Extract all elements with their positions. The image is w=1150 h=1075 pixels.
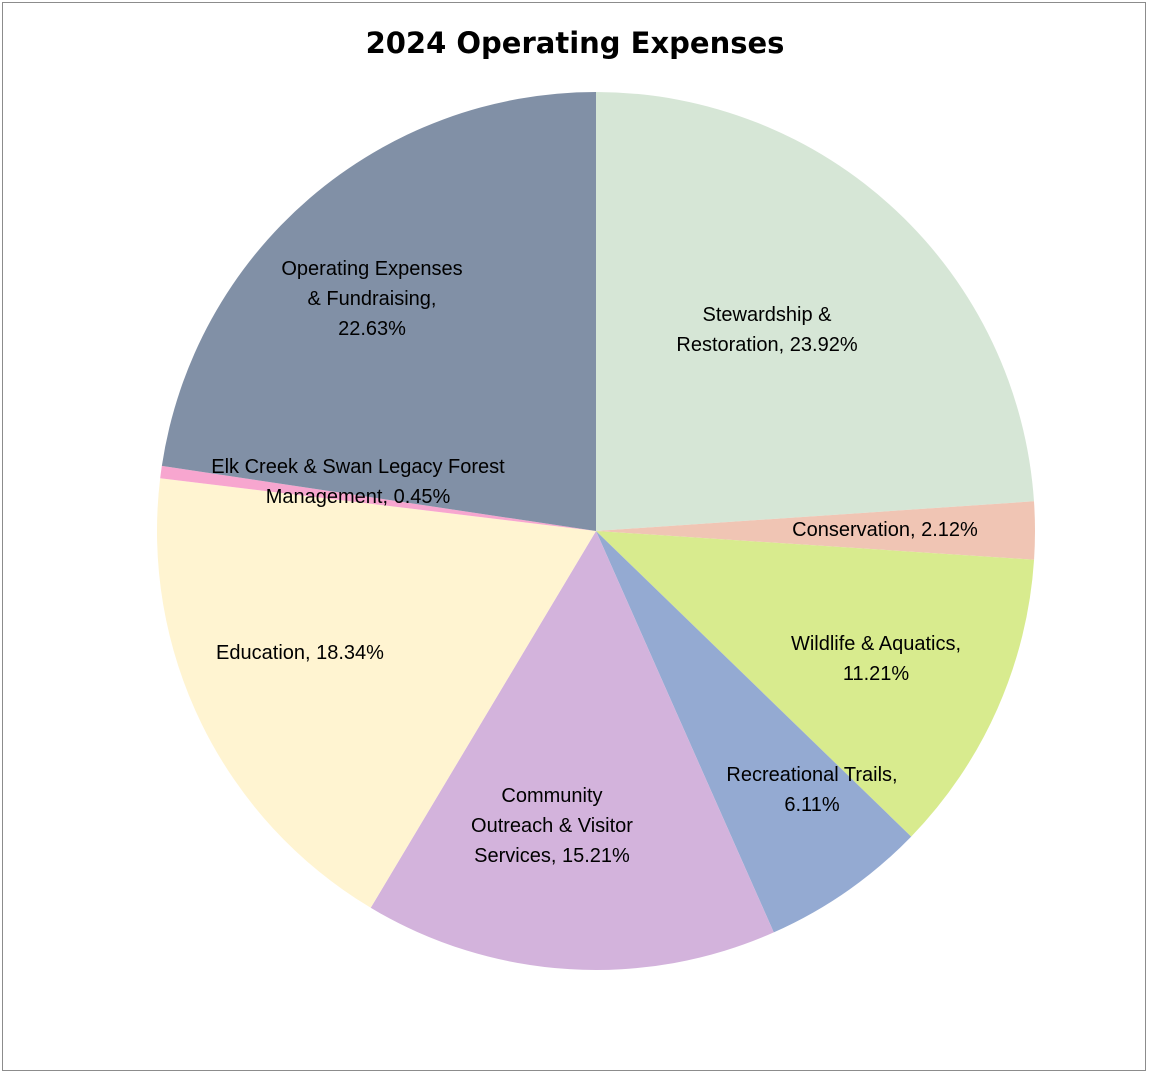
- pie-slice-8: [161, 92, 596, 531]
- pie-slice-2: [596, 501, 1035, 560]
- slice-label-3: Wildlife & Aquatics, 11.21%: [791, 633, 961, 685]
- chart-title: 2024 Operating Expenses: [365, 26, 785, 60]
- pie-slices: [156, 92, 1035, 971]
- pie-slice-5: [370, 531, 774, 971]
- slice-label-6: Education, 18.34%: [216, 642, 384, 664]
- slice-label-8: Operating Expenses & Fundraising, 22.63%: [281, 258, 462, 340]
- pie-slice-7: [160, 465, 596, 531]
- slice-label-5: Community Outreach & Visitor Services, 15.…: [471, 785, 633, 867]
- pie-slice-3: [596, 531, 1035, 837]
- slice-label-4: Recreational Trails, 6.11%: [726, 764, 897, 816]
- slice-label-1: Stewardship & Restoration, 23.92%: [676, 304, 857, 356]
- pie-slice-4: [596, 531, 912, 933]
- pie-slice-1: [596, 92, 1034, 531]
- pie-slice-6: [156, 478, 596, 908]
- slice-label-2: Conservation, 2.12%: [792, 519, 978, 541]
- slice-label-7: Elk Creek & Swan Legacy Forest Management…: [211, 456, 505, 508]
- pie-labels: Stewardship & Restoration, 23.92% Conserva…: [211, 258, 978, 867]
